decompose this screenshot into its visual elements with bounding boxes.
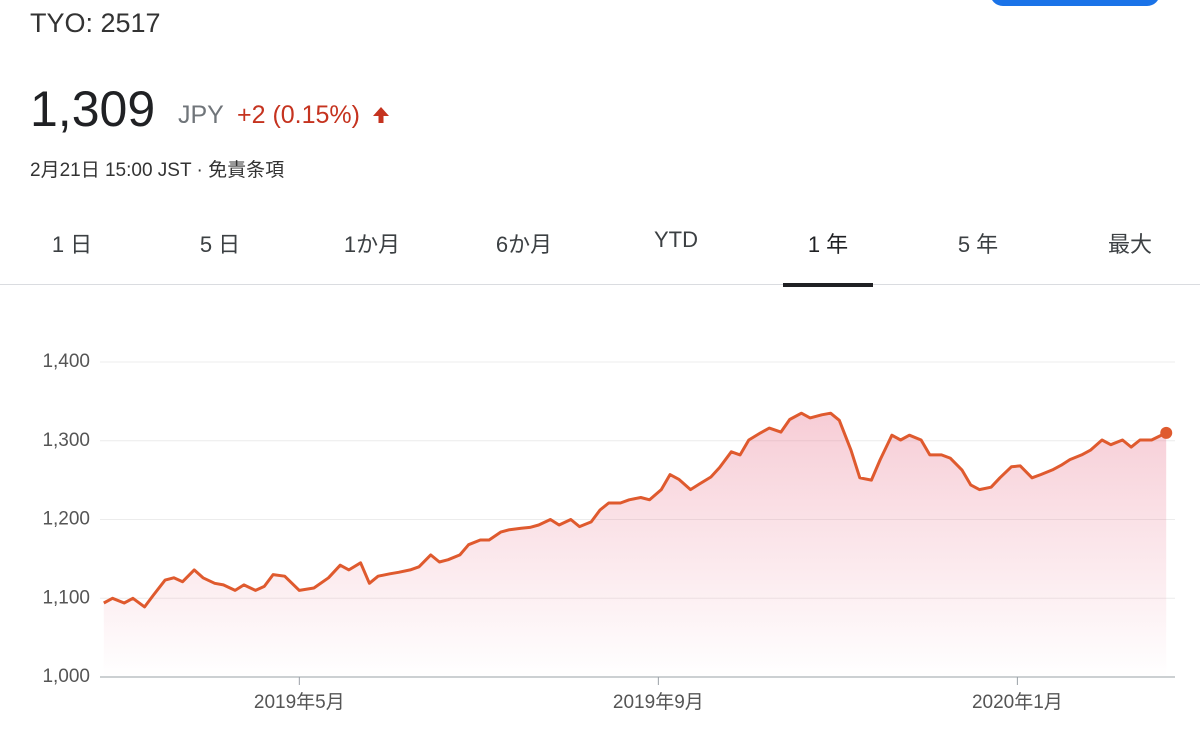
- tab[interactable]: 1か月: [343, 232, 401, 257]
- tab[interactable]: 5 日: [199, 232, 241, 257]
- tab[interactable]: 最大: [1107, 232, 1153, 257]
- timestamp: 2月21日 15:00 JST: [30, 160, 192, 181]
- divider: [0, 284, 1200, 285]
- price: 1,309: [30, 81, 156, 137]
- x-tick-label: 2020年1月: [972, 691, 1063, 713]
- tab[interactable]: 1 年: [807, 232, 849, 257]
- x-tick-label: 2019年9月: [613, 691, 704, 713]
- change: +2 (0.15%): [237, 101, 389, 130]
- y-tick-label: 1,400: [42, 351, 90, 372]
- tab-underline: [783, 283, 873, 287]
- button[interactable]: [990, 0, 1160, 6]
- up-arrow: [372, 107, 389, 123]
- ticker: TYO: 2517: [30, 8, 161, 38]
- currency: JPY: [178, 101, 224, 129]
- area: [103, 413, 1167, 677]
- change-text: +2 (0.15%): [237, 101, 360, 129]
- price-line: [103, 411, 1167, 609]
- y-tick-label: 1,000: [42, 666, 90, 687]
- tab[interactable]: 5 年: [957, 232, 999, 257]
- y-tick-label: 1,300: [42, 430, 90, 451]
- x-tick-label: 2019年5月: [254, 691, 345, 713]
- y-tick-label: 1,200: [42, 509, 90, 530]
- disclaimer[interactable]: 免責条項: [208, 160, 285, 181]
- date-line: 2月21日 15:00 JST · 免責条項: [30, 155, 284, 182]
- tab[interactable]: 6か月: [495, 232, 553, 257]
- last-point: [1160, 426, 1173, 439]
- y-tick-label: 1,100: [42, 587, 90, 608]
- separator: ·: [196, 160, 203, 181]
- tab[interactable]: 1 日: [51, 232, 93, 257]
- tab[interactable]: YTD: [654, 227, 698, 252]
